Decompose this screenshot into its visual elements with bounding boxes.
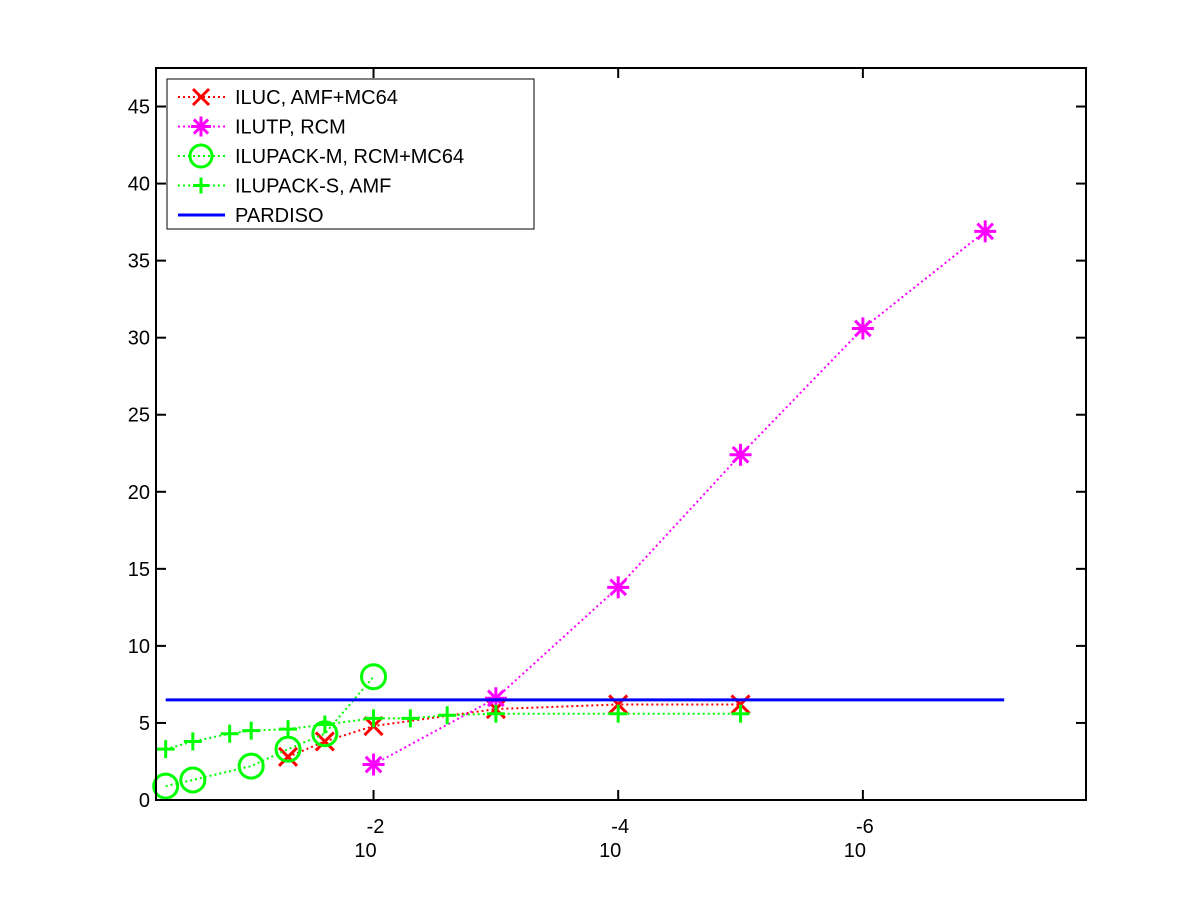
data-point	[183, 732, 202, 751]
legend-label: PARDISO	[235, 205, 324, 227]
y-tick-label: 15	[128, 559, 150, 581]
data-point	[360, 663, 388, 691]
legend-entry: ILUPACK-S, AMF	[178, 176, 391, 198]
data-point	[220, 724, 239, 743]
marker-stroke	[314, 731, 335, 752]
legend-marker	[188, 143, 214, 169]
marker-stroke	[191, 87, 211, 107]
legend-label: ILUTP, RCM	[235, 117, 346, 139]
x-tick-label-base: 10	[599, 840, 621, 862]
x-tick-label-exponent: -2	[367, 816, 385, 838]
data-point	[609, 704, 628, 723]
series-ilutp-rcm	[362, 220, 997, 776]
data-point	[279, 720, 298, 739]
data-point	[314, 731, 335, 752]
x-tick-label-exponent: -6	[856, 816, 874, 838]
y-tick-label: 25	[128, 405, 150, 427]
x-tick-label-base: 10	[844, 840, 866, 862]
y-tick-label: 20	[128, 482, 150, 504]
marker-stroke	[364, 755, 383, 774]
legend-label: ILUPACK-M, RCM+MC64	[235, 146, 464, 168]
data-point	[315, 715, 334, 734]
legend-marker	[193, 177, 209, 194]
legend-box	[166, 78, 535, 230]
marker-stroke	[188, 143, 214, 169]
legend-entry: ILUTP, RCM	[178, 116, 346, 139]
marker-stroke	[192, 118, 210, 135]
legend: ILUC, AMF+MC64 ILUTP, RCM ILUPACK-M, RCM+M…	[166, 78, 535, 230]
legend-marker	[191, 87, 211, 107]
legend-entry: ILUC, AMF+MC64	[178, 87, 398, 109]
data-point	[438, 706, 457, 725]
marker-stroke	[854, 319, 872, 338]
y-tick-label: 35	[128, 251, 150, 273]
data-point	[607, 576, 630, 599]
y-tick-label: 0	[139, 790, 150, 812]
marker-stroke	[360, 663, 388, 691]
data-point	[401, 709, 420, 728]
y-tick-label: 30	[128, 328, 150, 350]
marker-stroke	[487, 689, 505, 708]
data-point	[974, 220, 997, 243]
y-tick-label: 5	[139, 713, 150, 735]
legend-entry: ILUPACK-M, RCM+MC64	[178, 143, 464, 169]
legend-label: ILUPACK-S, AMF	[235, 176, 391, 198]
data-point	[729, 443, 752, 466]
legend-label: ILUC, AMF+MC64	[235, 87, 398, 109]
data-point	[364, 709, 383, 728]
data-point	[156, 740, 175, 759]
legend-entry: PARDISO	[178, 205, 324, 227]
data-point	[851, 317, 874, 340]
y-tick-label: 10	[128, 636, 150, 658]
data-point	[152, 772, 180, 800]
marker-stroke	[609, 578, 628, 597]
y-tick-label: 45	[128, 97, 150, 119]
series-line	[165, 712, 741, 751]
legend-marker	[191, 116, 211, 137]
data-point	[486, 704, 505, 723]
data-point	[484, 687, 507, 710]
marker-stroke	[237, 752, 265, 780]
marker-stroke	[731, 445, 750, 464]
data-point	[362, 753, 385, 776]
data-point	[179, 766, 207, 794]
y-tick-label: 40	[128, 174, 150, 196]
data-point	[731, 704, 750, 723]
data-point	[277, 746, 299, 767]
marker-stroke	[152, 772, 180, 800]
x-tick-label-exponent: -4	[611, 816, 629, 838]
plot-frame	[155, 67, 1087, 801]
data-point	[237, 752, 265, 780]
marker-stroke	[976, 222, 995, 241]
data-point	[242, 721, 261, 740]
marker-stroke	[179, 766, 207, 794]
marker-stroke	[277, 746, 299, 767]
x-tick-label-base: 10	[354, 840, 376, 862]
series-ilupack-s-amf	[156, 704, 750, 759]
series-line	[373, 230, 986, 766]
series-layer	[152, 220, 1005, 800]
